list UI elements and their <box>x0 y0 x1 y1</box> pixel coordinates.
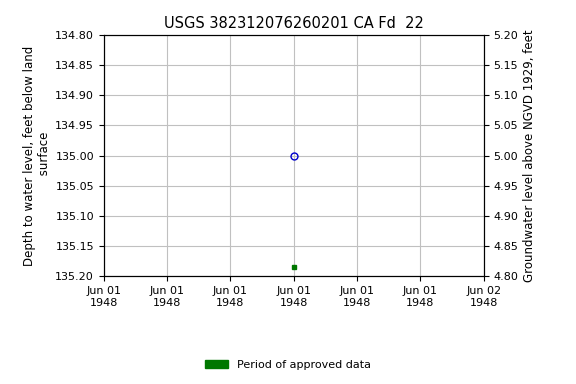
Title: USGS 382312076260201 CA Fd  22: USGS 382312076260201 CA Fd 22 <box>164 16 424 31</box>
Y-axis label: Depth to water level, feet below land
 surface: Depth to water level, feet below land su… <box>23 45 51 266</box>
Y-axis label: Groundwater level above NGVD 1929, feet: Groundwater level above NGVD 1929, feet <box>522 29 536 282</box>
Legend: Period of approved data: Period of approved data <box>201 356 375 375</box>
